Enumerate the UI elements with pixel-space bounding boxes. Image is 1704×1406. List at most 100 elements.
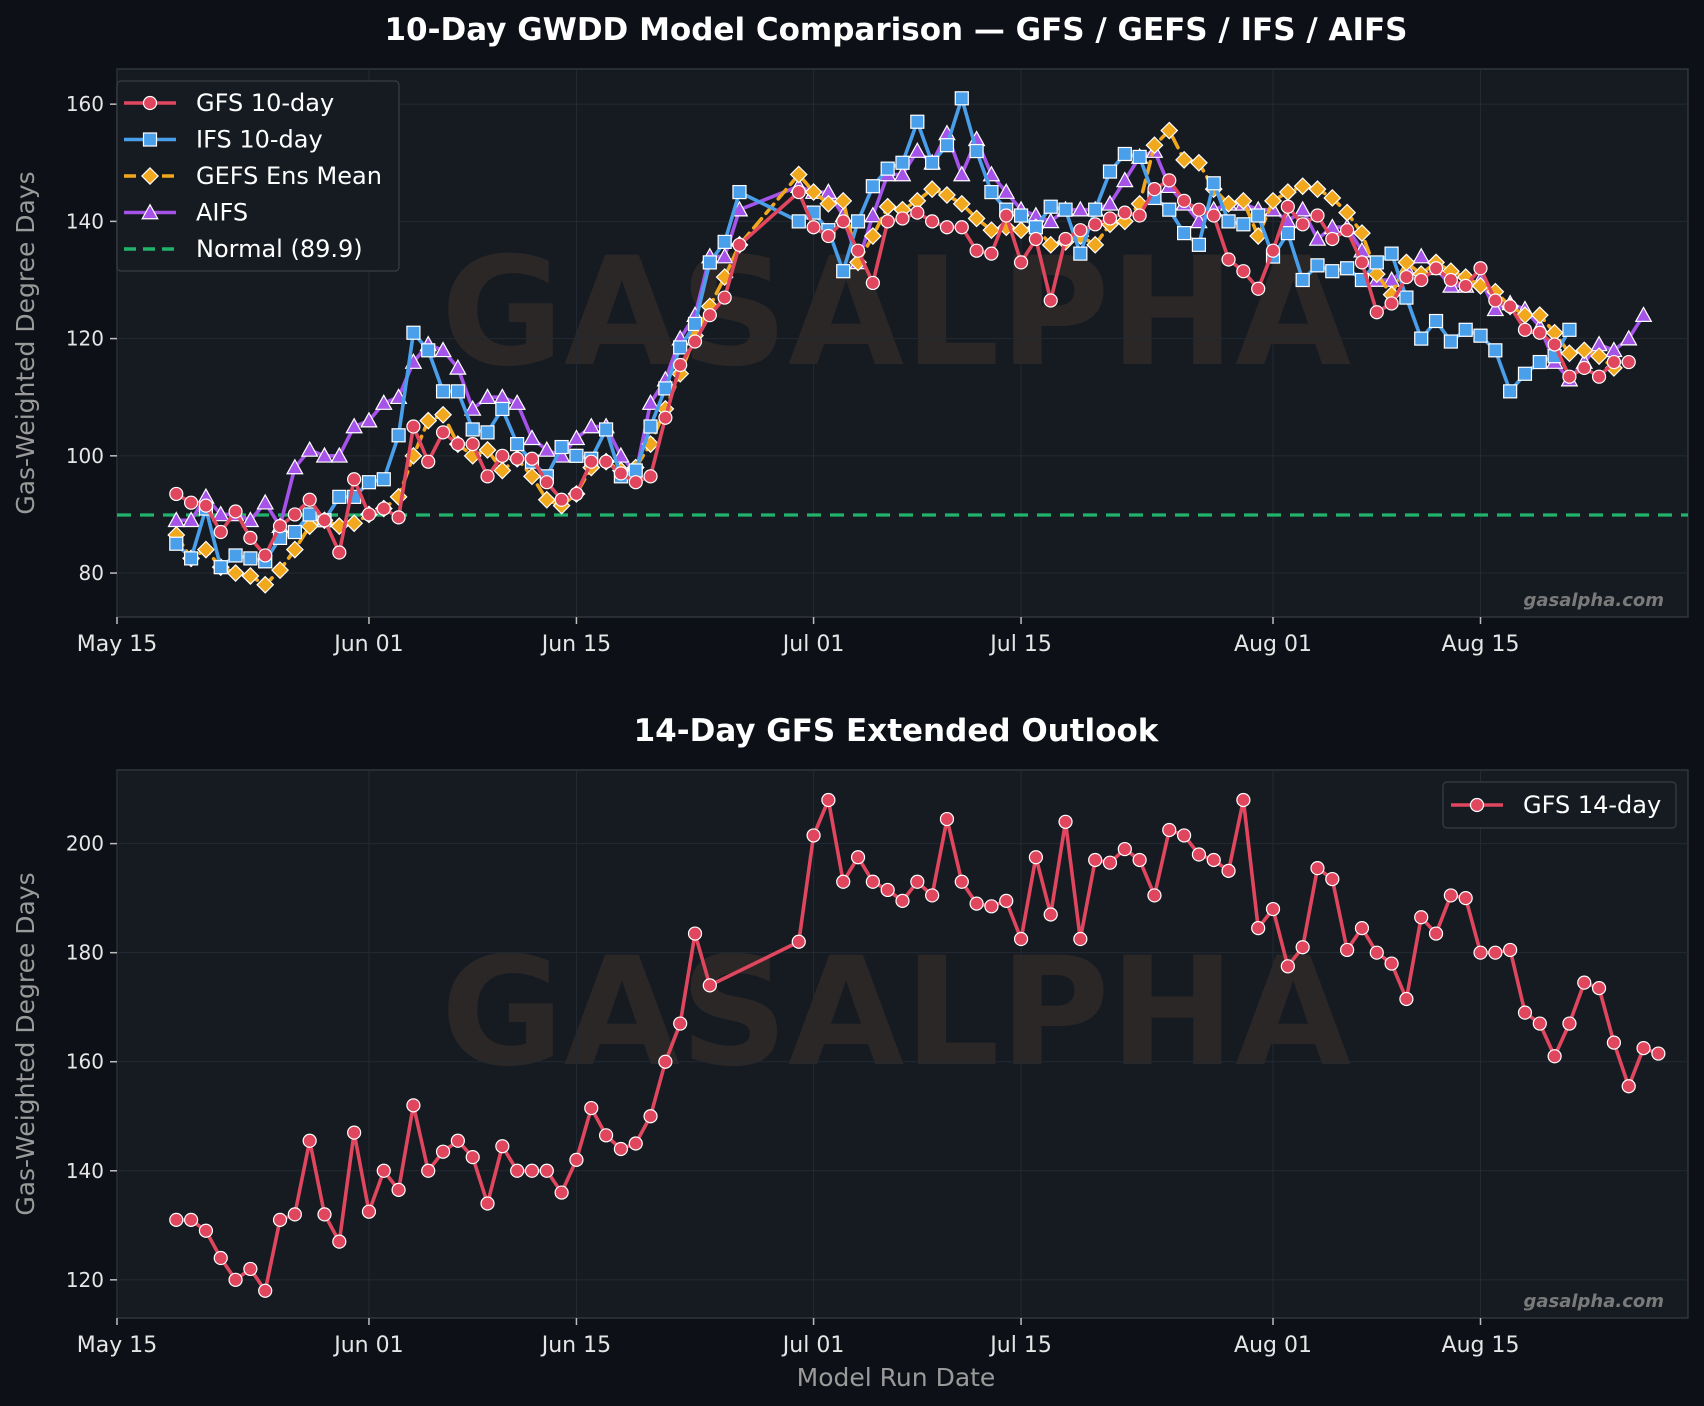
- legend: GFS 10-day IFS 10-day GEFS Ens Mean AIFS Nor…: [116, 80, 400, 272]
- data-point: [1058, 202, 1073, 217]
- data-point: [524, 451, 540, 466]
- data-point: [315, 446, 334, 463]
- data-point: [1041, 212, 1060, 229]
- data-point: [480, 1196, 495, 1211]
- data-point: [374, 394, 393, 410]
- data-point: [523, 429, 541, 446]
- data-point: [1251, 921, 1266, 936]
- data-point: [1340, 942, 1355, 958]
- data-point: [834, 191, 853, 210]
- data-point: [287, 1207, 302, 1222]
- data-point: [643, 1109, 658, 1124]
- data-point: [1325, 264, 1340, 279]
- data-point: [213, 560, 228, 575]
- data-point: [1191, 237, 1207, 252]
- data-point: [1532, 354, 1547, 370]
- data-point: [1590, 347, 1609, 366]
- data-point: [1013, 931, 1029, 947]
- data-point: [1354, 255, 1370, 270]
- x-axis: May 15 Jun 01 Jun 15 Jul 01 Jul 15 Aug 01 Aug …: [77, 617, 1520, 657]
- chart-title: 14-Day GFS Extended Outlook: [634, 713, 1160, 749]
- data-point: [243, 1261, 258, 1277]
- data-point: [584, 454, 599, 469]
- x-tick-label: Jun 15: [540, 632, 611, 657]
- data-point: [791, 934, 806, 949]
- data-point: [806, 220, 821, 235]
- data-point: [1488, 945, 1503, 960]
- data-point: [539, 475, 554, 490]
- data-point: [463, 399, 482, 416]
- y-tick-label: 140: [66, 209, 104, 233]
- data-point: [1562, 369, 1577, 384]
- data-point: [537, 440, 556, 457]
- data-point: [910, 205, 925, 220]
- data-point: [1013, 255, 1029, 270]
- data-point: [613, 466, 629, 481]
- data-point: [256, 493, 275, 510]
- series-group: [169, 792, 1666, 1298]
- data-point: [1132, 149, 1147, 165]
- data-point: [285, 540, 304, 559]
- data-point: [1206, 852, 1221, 868]
- data-point: [1414, 331, 1429, 346]
- y-tick-label: 100: [66, 444, 104, 468]
- data-point: [300, 440, 319, 457]
- data-point: [1236, 264, 1251, 279]
- data-point: [1384, 956, 1399, 971]
- data-point: [478, 388, 497, 405]
- x-tick-label: Aug 01: [1234, 632, 1312, 657]
- data-point: [954, 874, 969, 889]
- data-point: [213, 1250, 228, 1266]
- data-point: [1058, 231, 1073, 247]
- data-point: [598, 1128, 614, 1143]
- data-point: [465, 1150, 480, 1165]
- data-point: [1251, 208, 1266, 223]
- data-point: [1280, 959, 1295, 974]
- data-point: [1577, 975, 1592, 990]
- x-tick-label: Aug 15: [1442, 632, 1520, 657]
- data-point: [1102, 164, 1118, 179]
- data-point: [1293, 177, 1312, 196]
- x-tick-label: Jul 15: [988, 632, 1052, 657]
- data-point: [641, 394, 660, 410]
- x-tick-label: May 15: [77, 1333, 157, 1358]
- data-point: [1071, 200, 1090, 217]
- data-point: [226, 564, 245, 583]
- data-point: [895, 155, 910, 170]
- data-point: [1325, 231, 1340, 247]
- chart-title: 10-Day GWDD Model Comparison — GFS / GEF…: [384, 12, 1407, 48]
- data-point: [628, 1136, 643, 1151]
- data-point: [821, 792, 836, 808]
- data-point: [1041, 235, 1060, 254]
- data-point: [1651, 1046, 1666, 1061]
- data-point: [345, 514, 364, 533]
- legend-label: GEFS Ens Mean: [196, 162, 382, 190]
- data-point: [1013, 208, 1029, 223]
- data-point: [1028, 220, 1043, 235]
- data-point: [584, 1100, 599, 1116]
- data-point: [982, 221, 1001, 240]
- data-point: [421, 454, 436, 469]
- data-point: [391, 428, 406, 443]
- data-point: [836, 214, 851, 229]
- data-point: [1636, 1040, 1651, 1056]
- data-point: [241, 511, 260, 528]
- data-point: [1577, 360, 1592, 376]
- data-point: [984, 246, 999, 261]
- data-point: [539, 1163, 554, 1178]
- data-point: [1517, 366, 1533, 381]
- data-point: [391, 510, 406, 525]
- data-point: [1414, 910, 1429, 925]
- data-point: [1132, 208, 1147, 223]
- x-tick-label: Jun 01: [332, 632, 403, 657]
- data-point: [997, 183, 1016, 199]
- x-tick-label: Jun 01: [332, 1333, 403, 1358]
- data-point: [228, 548, 243, 563]
- data-point: [836, 264, 851, 279]
- data-point: [969, 143, 984, 159]
- data-point: [702, 978, 717, 993]
- data-point: [347, 472, 362, 487]
- data-point: [141, 167, 159, 185]
- data-point: [1145, 136, 1164, 155]
- data-point: [1399, 991, 1414, 1007]
